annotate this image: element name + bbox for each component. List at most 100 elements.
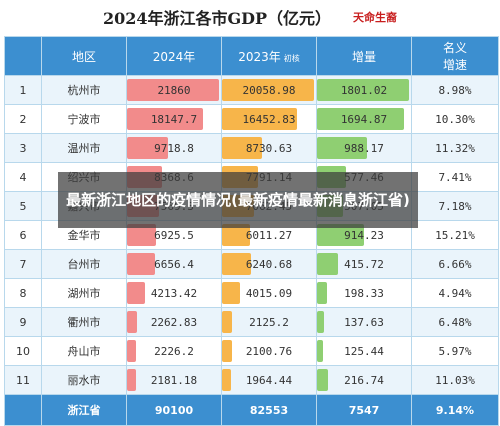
total-2024: 90100 bbox=[126, 394, 222, 426]
gdp-2024-bar bbox=[127, 224, 157, 246]
growth-value: 216.74 bbox=[344, 373, 384, 387]
gdp-2023-cell: 1964.44 bbox=[221, 365, 317, 395]
col-index-header bbox=[4, 36, 42, 76]
growth-cell: 415.72 bbox=[316, 249, 412, 279]
growth-cell: 125.44 bbox=[316, 336, 412, 366]
gdp-2023-cell: 8730.63 bbox=[221, 133, 317, 163]
growth-bar bbox=[317, 340, 324, 362]
row-rate: 7.41% bbox=[411, 162, 499, 192]
gdp-2023-value: 2100.76 bbox=[245, 344, 293, 358]
gdp-2023-value: 6240.68 bbox=[245, 257, 293, 271]
gdp-2023-value: 20058.98 bbox=[242, 83, 296, 97]
gdp-2024-bar bbox=[127, 311, 137, 333]
table-row: 8 湖州市 4213.42 4015.09 198.33 4.94% bbox=[4, 278, 499, 308]
growth-cell: 137.63 bbox=[316, 307, 412, 337]
row-rate: 11.03% bbox=[411, 365, 499, 395]
growth-bar bbox=[317, 224, 364, 246]
gdp-2023-value: 4015.09 bbox=[245, 286, 293, 300]
gdp-2024-value: 9718.8 bbox=[154, 141, 194, 155]
growth-bar bbox=[317, 369, 329, 391]
total-label: 浙江省 bbox=[41, 394, 127, 426]
gdp-2023-value: 16452.83 bbox=[242, 112, 296, 126]
row-index: 9 bbox=[4, 307, 42, 337]
gdp-2023-bar bbox=[222, 137, 263, 159]
row-index: 7 bbox=[4, 249, 42, 279]
table-row: 2 宁波市 18147.7 16452.83 1694.87 10.30% bbox=[4, 104, 499, 134]
gdp-2024-value: 2226.2 bbox=[154, 344, 194, 358]
total-index bbox=[4, 394, 42, 426]
row-rate: 15.21% bbox=[411, 220, 499, 250]
gdp-2023-cell: 20058.98 bbox=[221, 75, 317, 105]
growth-value: 198.33 bbox=[344, 286, 384, 300]
gdp-2024-cell: 18147.7 bbox=[126, 104, 222, 134]
growth-cell: 216.74 bbox=[316, 365, 412, 395]
row-city: 温州市 bbox=[41, 133, 127, 163]
gdp-2024-cell: 9718.8 bbox=[126, 133, 222, 163]
growth-value: 914.23 bbox=[344, 228, 384, 242]
total-2023: 82553 bbox=[221, 394, 317, 426]
gdp-2024-bar bbox=[127, 253, 155, 275]
gdp-2023-bar bbox=[222, 282, 241, 304]
col-city-header: 地区 bbox=[41, 36, 127, 76]
col-rate-header: 名义 增速 bbox=[411, 36, 499, 76]
gdp-2023-cell: 16452.83 bbox=[221, 104, 317, 134]
gdp-2024-value: 4213.42 bbox=[150, 286, 198, 300]
gdp-2024-value: 2181.18 bbox=[150, 373, 198, 387]
gdp-2024-value: 6656.4 bbox=[154, 257, 194, 271]
row-index: 6 bbox=[4, 220, 42, 250]
growth-bar bbox=[317, 137, 368, 159]
gdp-2024-bar bbox=[127, 282, 145, 304]
gdp-2023-bar bbox=[222, 108, 298, 130]
row-index: 1 bbox=[4, 75, 42, 105]
table-row: 10 舟山市 2226.2 2100.76 125.44 5.97% bbox=[4, 336, 499, 366]
gdp-2023-bar bbox=[222, 224, 250, 246]
gdp-2023-bar bbox=[222, 79, 314, 101]
growth-value: 1801.02 bbox=[340, 83, 388, 97]
gdp-2023-cell: 6240.68 bbox=[221, 249, 317, 279]
gdp-2024-bar bbox=[127, 369, 137, 391]
growth-value: 415.72 bbox=[344, 257, 384, 271]
growth-value: 125.44 bbox=[344, 344, 384, 358]
chart-title: 2024年浙江各市GDP（亿元） bbox=[102, 9, 332, 28]
growth-value: 137.63 bbox=[344, 315, 384, 329]
gdp-2023-value: 6011.27 bbox=[245, 228, 293, 242]
row-index: 11 bbox=[4, 365, 42, 395]
brand-watermark: 天命生裔 bbox=[353, 11, 398, 24]
gdp-2023-value: 1964.44 bbox=[245, 373, 293, 387]
growth-cell: 988.17 bbox=[316, 133, 412, 163]
growth-bar bbox=[317, 253, 339, 275]
table-row: 1 杭州市 21860 20058.98 1801.02 8.98% bbox=[4, 75, 499, 105]
table-row: 7 台州市 6656.4 6240.68 415.72 6.66% bbox=[4, 249, 499, 279]
col-2023-label: 2023年 bbox=[238, 49, 281, 64]
gdp-2024-bar bbox=[127, 340, 137, 362]
row-index: 10 bbox=[4, 336, 42, 366]
row-rate: 7.18% bbox=[411, 191, 499, 221]
table-body: 1 杭州市 21860 20058.98 1801.02 8.98% 2 宁波市 18147.7… bbox=[4, 75, 499, 395]
growth-bar bbox=[317, 108, 404, 130]
row-city: 宁波市 bbox=[41, 104, 127, 134]
gdp-2024-cell: 2181.18 bbox=[126, 365, 222, 395]
gdp-2024-value: 6925.5 bbox=[154, 228, 194, 242]
row-rate: 5.97% bbox=[411, 336, 499, 366]
row-city: 丽水市 bbox=[41, 365, 127, 395]
gdp-2024-bar bbox=[127, 79, 219, 101]
gdp-2024-value: 2262.83 bbox=[150, 315, 198, 329]
table-row: 9 衢州市 2262.83 2125.2 137.63 6.48% bbox=[4, 307, 499, 337]
gdp-2023-value: 2125.2 bbox=[249, 315, 289, 329]
row-rate: 6.48% bbox=[411, 307, 499, 337]
col-rate-line1: 名义 bbox=[442, 41, 467, 55]
row-rate: 8.98% bbox=[411, 75, 499, 105]
growth-bar bbox=[317, 79, 409, 101]
gdp-2024-bar bbox=[127, 108, 204, 130]
gdp-2024-cell: 21860 bbox=[126, 75, 222, 105]
row-rate: 4.94% bbox=[411, 278, 499, 308]
row-index: 5 bbox=[4, 191, 42, 221]
table-header-row: 地区 2024年 2023年 初核 增量 名义 增速 bbox=[4, 36, 499, 76]
gdp-2023-cell: 2100.76 bbox=[221, 336, 317, 366]
gdp-2024-value: 21860 bbox=[157, 83, 191, 97]
table-row: 3 温州市 9718.8 8730.63 988.17 11.32% bbox=[4, 133, 499, 163]
growth-cell: 198.33 bbox=[316, 278, 412, 308]
gdp-2023-cell: 2125.2 bbox=[221, 307, 317, 337]
gdp-2024-cell: 2226.2 bbox=[126, 336, 222, 366]
gdp-2024-bar bbox=[127, 137, 168, 159]
